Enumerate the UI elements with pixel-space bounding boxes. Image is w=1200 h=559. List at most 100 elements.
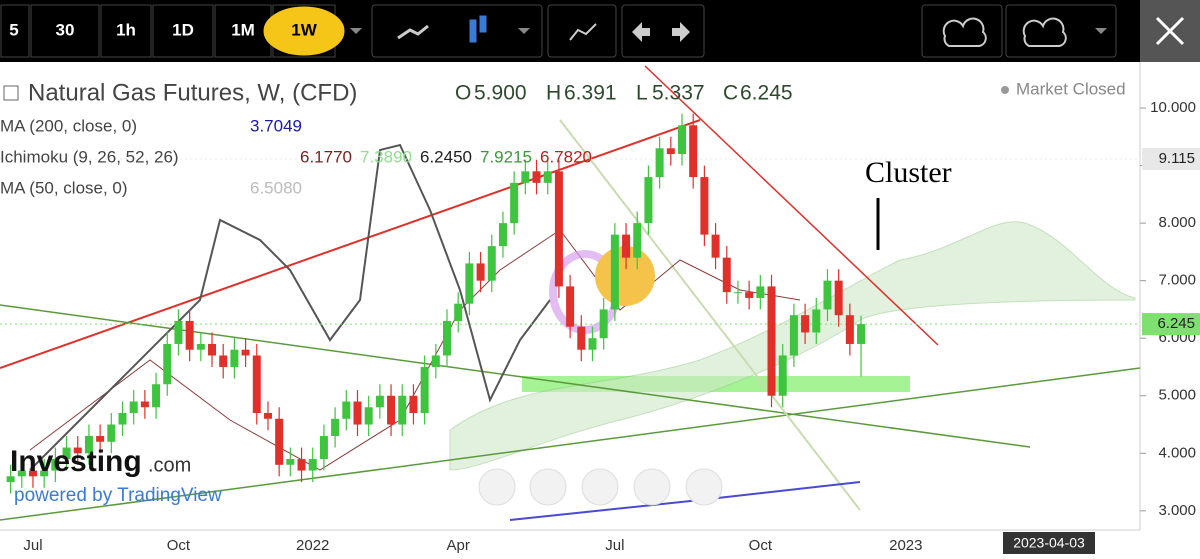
indicator-legend: MA (200, close, 0) 3.7049 Ichimoku (9, 26,… [0, 116, 592, 197]
candle-body [845, 315, 854, 344]
zoom-controls [478, 468, 723, 506]
interval-button[interactable] [0, 4, 30, 58]
candle-body [28, 470, 37, 477]
candle-body [711, 234, 720, 258]
candle-body [252, 355, 261, 414]
indicator-value: 6.1770 [300, 147, 352, 166]
x-tick-label: Apr [447, 537, 470, 554]
candle-body [364, 407, 373, 425]
candle-body [17, 470, 26, 477]
candle-body [610, 234, 619, 310]
indicator-value: 6.7820 [540, 147, 592, 166]
candle-body [185, 320, 194, 350]
candle-body [375, 395, 384, 408]
candle-body [554, 171, 563, 287]
candle-body [163, 343, 172, 385]
toolbar-icons [350, 0, 1200, 62]
candle-body [532, 171, 541, 183]
interval-button[interactable] [30, 4, 100, 58]
candle-body [834, 280, 843, 316]
logo-powered: powered by TradingView [14, 485, 222, 506]
ohlc-value: 5.900 [474, 82, 527, 105]
candle-body [107, 424, 116, 442]
interval-label: 30 [56, 20, 75, 39]
candle-body [241, 349, 250, 356]
indicator-name: Ichimoku (9, 26, 52, 26) [0, 147, 179, 166]
y-tick-label: 3.000 [1158, 502, 1196, 519]
x-tick-label: Oct [749, 537, 773, 554]
annotation: Cluster [865, 156, 952, 189]
indicator-name: MA (200, close, 0) [0, 116, 137, 135]
candle-body [297, 459, 306, 471]
active-highlight [263, 6, 345, 56]
candle-body [84, 436, 93, 454]
candle-body [431, 355, 440, 367]
candle-body [219, 355, 228, 367]
candle-body [510, 182, 519, 224]
status-dot [1001, 86, 1009, 94]
plot: 3.0004.0005.0006.0007.0008.0009.00010.00… [0, 99, 1200, 554]
candle-body [353, 401, 362, 425]
ohlc-value: 5.337 [652, 82, 705, 105]
candle-body [118, 413, 127, 425]
date-tag-box [1003, 532, 1095, 554]
candle-body [129, 401, 138, 414]
candle-body [465, 263, 474, 304]
toolbar-buttons: 5 30 1h 1D 1M 1W [0, 4, 345, 58]
date-tag: 2023-04-03 [1013, 535, 1085, 551]
candle-body [577, 326, 586, 350]
y-tick-label: 5.000 [1158, 387, 1196, 404]
candle-body [230, 349, 239, 367]
status: Market Closed [1016, 79, 1126, 98]
candle-body [823, 280, 832, 310]
candle-body [566, 286, 575, 327]
candle-body [588, 338, 597, 350]
y-tick-label: 7.000 [1158, 272, 1196, 289]
candle-body [387, 395, 396, 425]
candle-body [40, 470, 49, 477]
ohlc-label: H [546, 82, 561, 105]
indicator-value: 7.9215 [480, 147, 532, 166]
candle-body [319, 436, 328, 460]
indicator-name: MA (50, close, 0) [0, 178, 128, 197]
candle-body [767, 286, 776, 396]
candle-body [678, 125, 686, 155]
candle-body [633, 223, 642, 258]
interval-label: 1W [291, 20, 317, 39]
candle-body [96, 436, 105, 442]
candle-body [622, 234, 631, 258]
ohlc-label: L [636, 82, 648, 105]
candle-body [666, 148, 675, 155]
candle-body [286, 459, 295, 465]
indicator-value: 3.7049 [250, 116, 302, 135]
candle-body [756, 286, 765, 298]
candle-body [420, 366, 429, 414]
candle-body [498, 223, 507, 247]
ohlc-value: 6.245 [740, 82, 793, 105]
price-tag: 9.115 [1159, 150, 1195, 167]
candle-body [476, 263, 485, 281]
candle-body [398, 395, 407, 425]
x-axis-strip [0, 530, 1200, 554]
y-tick-label: 4.000 [1158, 444, 1196, 461]
y-tick-label: 8.000 [1158, 214, 1196, 231]
interval-button[interactable] [152, 4, 214, 58]
indicator-value: 6.2450 [420, 147, 472, 166]
indicator-value: 6.5080 [250, 178, 302, 197]
candle-body [644, 177, 653, 224]
candle-body [812, 309, 821, 333]
interval-button[interactable] [100, 4, 152, 58]
ohlc-label: C [723, 82, 738, 105]
price-tag-box [1142, 147, 1200, 170]
interval-button[interactable] [214, 4, 272, 58]
candle-body [778, 355, 787, 396]
interval-label: 5 [9, 20, 18, 39]
candle-body [6, 476, 15, 483]
ohlc: O 5.900 H 6.391 L 5.337 C 6.245 [455, 82, 793, 105]
ohlc-label: O [455, 82, 471, 105]
candle-body [152, 384, 161, 408]
interval-label: 1D [172, 20, 194, 39]
candle-body [722, 257, 731, 293]
candle-body [454, 303, 463, 321]
candle-body [409, 395, 418, 414]
